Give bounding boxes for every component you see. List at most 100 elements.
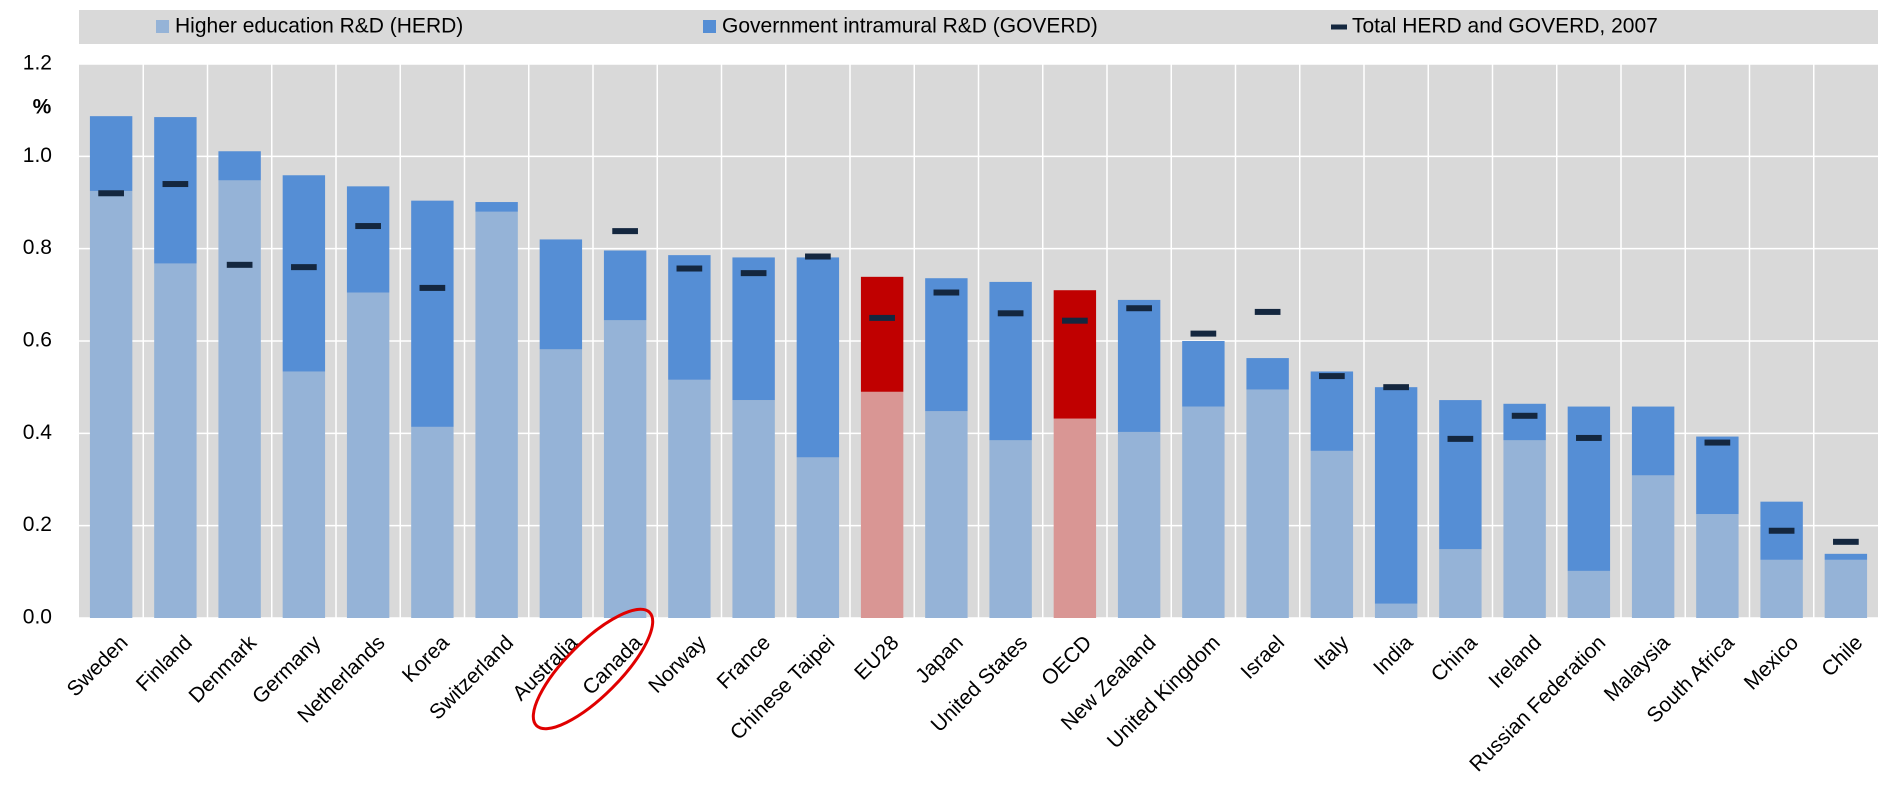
bar-segment [796, 457, 840, 618]
y-tick-label: 0.6 [23, 329, 52, 352]
y-tick-label: 1.2 [23, 52, 52, 75]
bar-segment [1824, 559, 1868, 618]
total-marker [1062, 317, 1088, 324]
total-marker [740, 270, 767, 277]
total-marker [1511, 412, 1538, 419]
highlight-ellipse [531, 607, 655, 731]
x-tick-label: Ireland [1484, 631, 1546, 693]
y-tick-label: 0.0 [23, 606, 52, 629]
bar-segment [603, 320, 647, 618]
bar-segment [1439, 400, 1482, 550]
bar-segment [1696, 514, 1739, 618]
bar-segment [1310, 371, 1354, 451]
bar-segment [1824, 553, 1868, 560]
bar-segment [154, 263, 197, 618]
total-marker [1190, 330, 1217, 337]
legend-label: Total HERD and GOVERD, 2007 [1352, 15, 1658, 38]
bar-segment [1374, 603, 1418, 618]
bar-segment [1374, 387, 1418, 604]
legend-background [79, 10, 1878, 44]
bar-segment [1246, 358, 1289, 390]
total-marker [1768, 527, 1795, 534]
bar-segment [796, 257, 840, 458]
total-marker [1254, 308, 1281, 315]
bar-segment [1053, 290, 1097, 419]
x-tick-label: United Kingdom [1103, 631, 1225, 753]
total-marker [1704, 439, 1731, 446]
x-tick-label: Chile [1817, 631, 1867, 681]
legend-swatch [156, 20, 169, 33]
bar-segment [1631, 475, 1675, 618]
total-marker [676, 265, 703, 272]
bar-segment [1246, 389, 1289, 618]
total-marker [1447, 435, 1474, 442]
y-tick-label: 1.0 [23, 144, 52, 167]
bar-segment [1117, 431, 1161, 618]
total-marker [98, 190, 124, 197]
x-tick-label: Korea [398, 631, 454, 687]
x-tick-label: Italy [1310, 631, 1354, 675]
bar-segment [1503, 440, 1546, 618]
total-marker [1383, 384, 1409, 391]
total-marker [291, 264, 317, 271]
x-tick-label: China [1427, 631, 1482, 686]
bar-segment [603, 250, 647, 321]
total-marker [869, 314, 895, 321]
x-tick-label: Australia [508, 631, 582, 705]
total-marker [933, 289, 960, 296]
bar-segment [282, 175, 326, 372]
total-marker [1126, 305, 1152, 312]
total-marker [226, 261, 253, 268]
bar-segment [1182, 341, 1225, 407]
bar-segment [282, 371, 326, 618]
y-tick-label: 0.2 [23, 513, 52, 536]
legend-swatch [703, 20, 716, 33]
bar-segment [860, 276, 904, 392]
legend-label: Government intramural R&D (GOVERD) [722, 15, 1098, 38]
bar-segment [668, 379, 711, 618]
x-tick-label: Japan [911, 631, 968, 688]
bar-segment [411, 426, 454, 618]
bar-segment [925, 411, 968, 618]
bar-segment [1310, 450, 1354, 618]
total-marker [805, 253, 831, 260]
total-marker [1576, 434, 1602, 441]
x-tick-label: OECD [1037, 631, 1096, 690]
bar-segment [668, 255, 711, 380]
total-marker [162, 181, 189, 188]
x-tick-label: Finland [132, 631, 197, 696]
y-tick-label: 0.4 [23, 421, 53, 444]
bar-segment [154, 117, 197, 264]
bar-segment [989, 281, 1032, 441]
bar-segment [346, 292, 390, 618]
x-tick-label: Norway [644, 631, 711, 698]
bar-segment [346, 186, 390, 293]
total-marker [1833, 538, 1859, 545]
bar-segment [732, 400, 775, 618]
bar-segment [475, 202, 518, 212]
x-tick-label: India [1369, 631, 1418, 680]
bar-segment [89, 190, 133, 619]
bar-segment [1631, 406, 1675, 476]
x-tick-label: Sweden [63, 631, 133, 701]
bar-segment [1567, 406, 1611, 571]
x-tick-label: France [713, 631, 775, 693]
bar-segment [539, 349, 583, 618]
total-marker [997, 310, 1024, 317]
bar-segment [860, 391, 904, 618]
bar-segment [475, 211, 518, 618]
bar-segment [1567, 570, 1611, 618]
bar-segment [1439, 549, 1482, 618]
y-axis-label: % [33, 96, 52, 119]
bar-segment [218, 180, 261, 618]
bar-segment [1053, 418, 1097, 618]
bar-segment [1182, 406, 1225, 618]
y-tick-label: 0.8 [23, 236, 52, 259]
legend-swatch [1331, 24, 1347, 30]
bar-segment [732, 257, 775, 401]
bar-segment [1760, 559, 1803, 618]
bar-segment [218, 151, 261, 181]
total-marker [612, 228, 638, 235]
bar-segment [1503, 403, 1546, 441]
